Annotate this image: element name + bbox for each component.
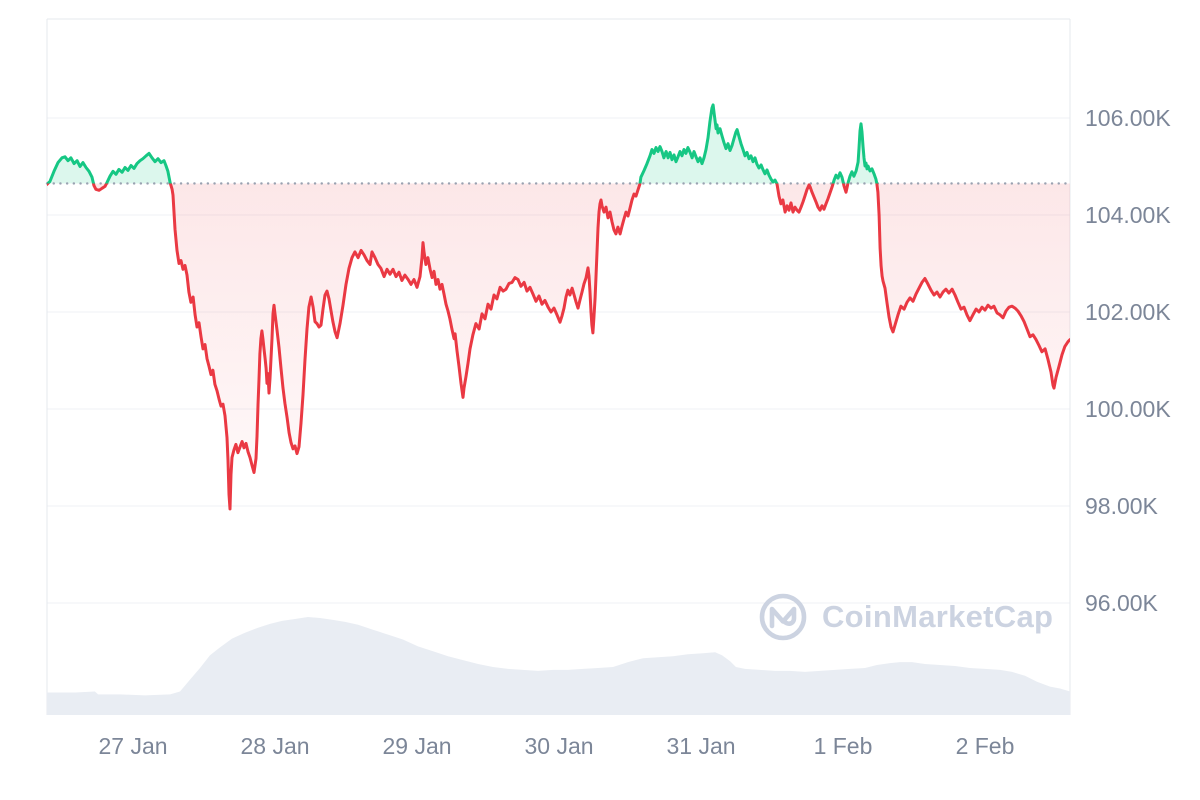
x-tick-label: 30 Jan: [524, 733, 593, 759]
x-tick-label: 31 Jan: [666, 733, 735, 759]
volume-area: [46, 617, 1071, 715]
y-tick-label: 96.00K: [1085, 590, 1159, 616]
x-tick-label: 29 Jan: [382, 733, 451, 759]
y-tick-label: 102.00K: [1085, 299, 1171, 325]
gain-area-fill: [47, 104, 877, 184]
y-tick-label: 100.00K: [1085, 396, 1171, 422]
y-tick-label: 106.00K: [1085, 105, 1171, 131]
price-line-down: [47, 183, 1070, 511]
x-tick-label: 27 Jan: [98, 733, 167, 759]
price-line-up: [47, 103, 879, 184]
y-tick-label: 98.00K: [1085, 493, 1159, 519]
x-tick-label: 2 Feb: [956, 733, 1015, 759]
y-tick-label: 104.00K: [1085, 202, 1171, 228]
x-tick-label: 28 Jan: [240, 733, 309, 759]
loss-area-fill: [47, 183, 1070, 509]
x-tick-label: 1 Feb: [814, 733, 873, 759]
